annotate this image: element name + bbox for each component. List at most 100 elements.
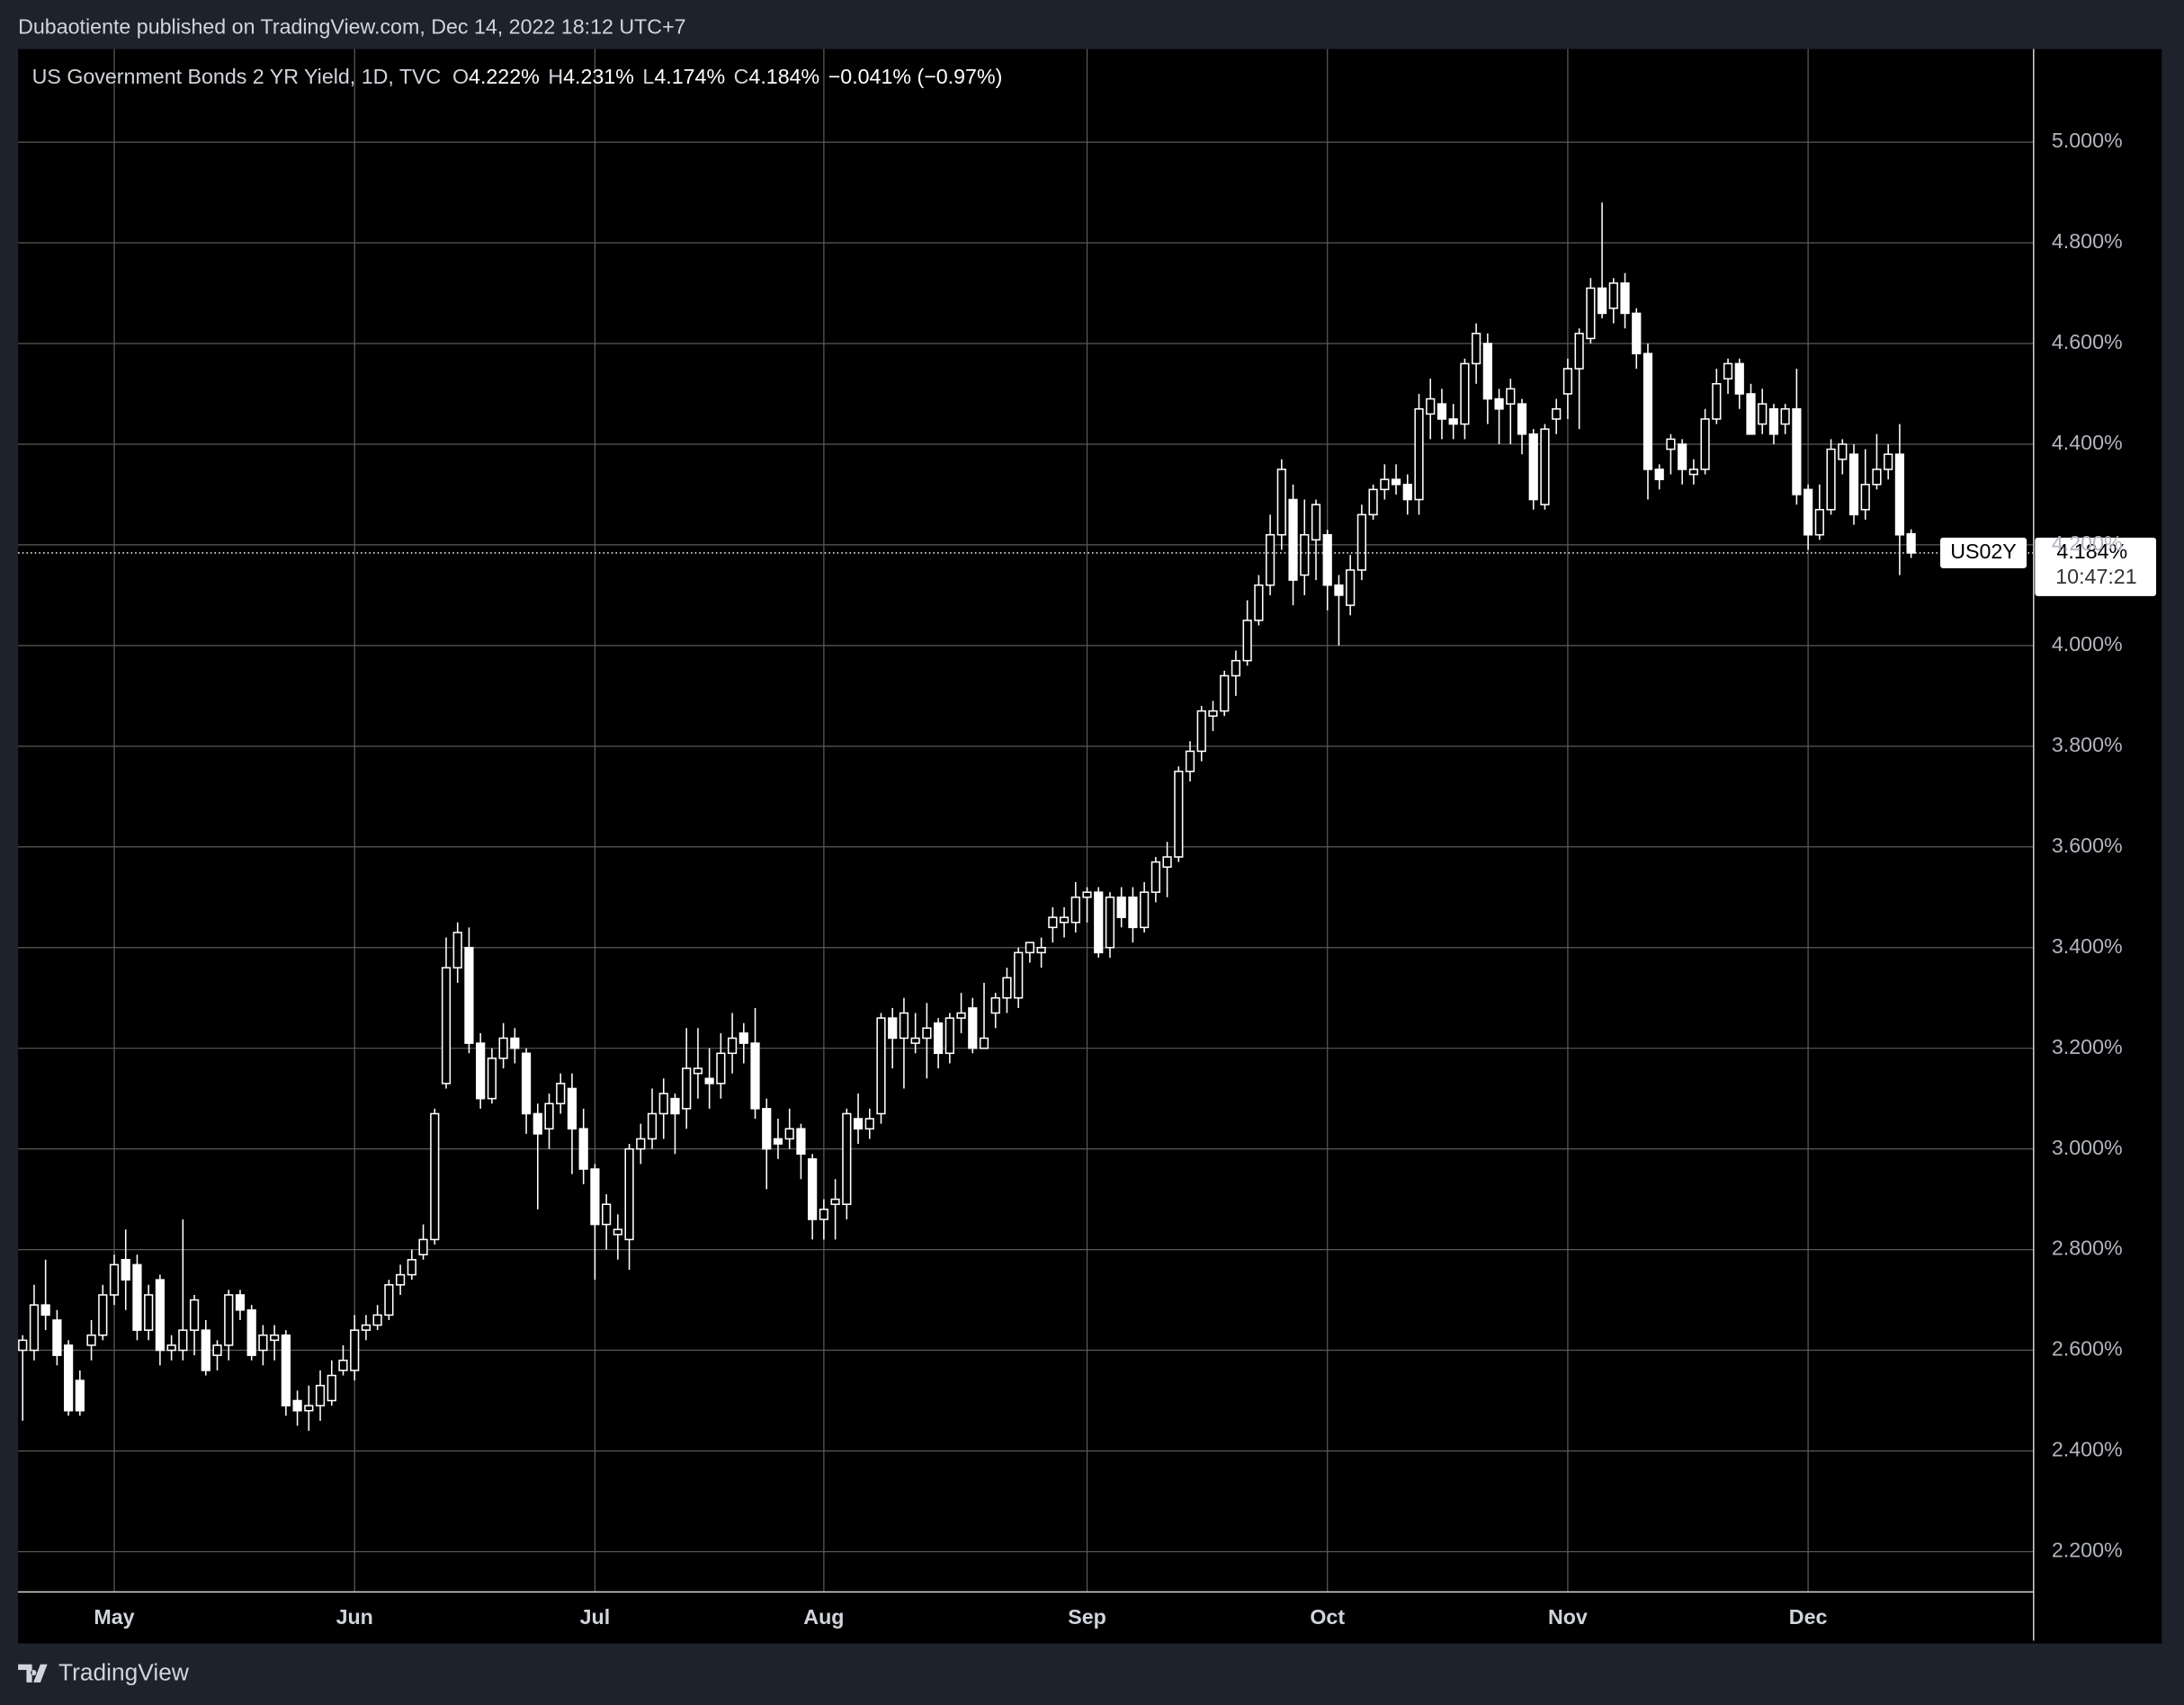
footer-text: TradingView (58, 1659, 190, 1686)
candle-body (784, 1128, 794, 1140)
candle-body (658, 1093, 668, 1115)
price-tag: US02Y 4.184%10:47:21 (1940, 537, 2157, 596)
candle-body (1402, 483, 1412, 501)
candle-body (1768, 407, 1779, 435)
candle-body (166, 1344, 176, 1352)
candle-body (1884, 453, 1893, 470)
candle-body (1792, 407, 1802, 495)
candle-body (304, 1405, 314, 1412)
candle-body (487, 1058, 497, 1100)
candle-body (1860, 483, 1870, 511)
candle-body (1391, 478, 1401, 486)
candle-body (121, 1259, 130, 1281)
y-tick-label: 2.800% (2052, 1236, 2123, 1260)
candle-body (1196, 710, 1206, 753)
candle-body (40, 1304, 50, 1317)
x-tick-label: May (94, 1605, 134, 1629)
y-tick-label: 4.000% (2052, 632, 2123, 656)
candle-body (1574, 333, 1584, 370)
candle-body (1586, 287, 1596, 340)
candle-body (1162, 856, 1172, 868)
candle-body (1426, 397, 1436, 415)
candle-body (1540, 428, 1550, 505)
legend-change: −0.041% (−0.97%) (828, 65, 1003, 88)
candle-body (315, 1384, 326, 1406)
candle-body (510, 1037, 520, 1049)
legend-h: H (548, 65, 563, 88)
candle-body (796, 1128, 806, 1156)
candle-body (578, 1128, 588, 1170)
y-tick-label: 3.000% (2052, 1136, 2123, 1159)
candle-body (819, 1209, 828, 1220)
candle-body (1872, 469, 1882, 486)
candle-body (1758, 403, 1768, 425)
candle-body (853, 1118, 864, 1130)
candle-body (1014, 951, 1024, 999)
x-tick-label: Oct (1310, 1605, 1345, 1629)
candle-body (350, 1329, 360, 1371)
candle-body (1231, 659, 1241, 677)
candle-body (1688, 469, 1698, 476)
candle-body (693, 1067, 703, 1075)
candle-body (1265, 533, 1275, 586)
candle-body (1368, 488, 1378, 516)
candle-body (1894, 453, 1905, 536)
candle-body (1346, 569, 1356, 606)
candle-body (888, 1017, 898, 1040)
candle-body (1814, 508, 1824, 536)
y-tick-label: 4.600% (2052, 330, 2123, 353)
candle-body (1678, 443, 1687, 470)
candle-body (682, 1067, 692, 1110)
candle-body (1448, 418, 1458, 425)
candle-body (979, 1037, 989, 1049)
candle-body (762, 1108, 772, 1150)
countdown: 10:47:21 (2055, 565, 2136, 588)
y-tick-label: 2.200% (2052, 1539, 2123, 1562)
candle-body (1242, 620, 1252, 662)
y-tick-label: 4.800% (2052, 229, 2123, 253)
candle-body (29, 1304, 40, 1352)
y-tick-label: 4.400% (2052, 431, 2123, 454)
candle-body (1025, 942, 1035, 954)
candle-body (1414, 407, 1424, 501)
candle-body (75, 1379, 85, 1412)
candle-body (1380, 478, 1390, 491)
candle-body (224, 1294, 234, 1346)
candle-body (361, 1324, 371, 1331)
candle-body (842, 1112, 852, 1205)
candle-body (395, 1273, 406, 1286)
candle-body (235, 1294, 246, 1311)
candle-body (1597, 287, 1607, 315)
candle-body (1311, 504, 1321, 541)
x-tick-label: Dec (1789, 1605, 1828, 1629)
logo-icon (18, 1664, 48, 1683)
candle-body (613, 1228, 622, 1236)
candle-body (1208, 710, 1218, 718)
candle-body (876, 1017, 886, 1115)
y-tick-label: 2.600% (2052, 1337, 2123, 1361)
candle-body (968, 1007, 978, 1049)
candle-body (292, 1399, 302, 1412)
candle-body (86, 1334, 96, 1346)
candle-body (1220, 674, 1230, 712)
candle-body (1472, 333, 1481, 365)
candle-body (1803, 488, 1813, 536)
candle-body (716, 1052, 726, 1085)
candle-body (956, 1012, 966, 1019)
last-price-label: 4.184% (2056, 540, 2127, 563)
y-tick-label: 3.600% (2052, 834, 2123, 857)
candle-body (1848, 453, 1859, 516)
candle-body (533, 1112, 542, 1135)
y-tick-label: 3.800% (2052, 733, 2123, 756)
candle-body (544, 1102, 554, 1130)
candle-body (636, 1138, 646, 1150)
candle-body (899, 1012, 909, 1040)
candle-body (727, 1037, 738, 1055)
candle-body (830, 1198, 840, 1205)
candle-body (602, 1203, 612, 1226)
candle-body (1654, 469, 1664, 480)
y-tick-label: 2.400% (2052, 1438, 2123, 1461)
candle-body (1608, 282, 1618, 309)
candle-body (1517, 403, 1527, 435)
candle-body (1780, 407, 1790, 425)
